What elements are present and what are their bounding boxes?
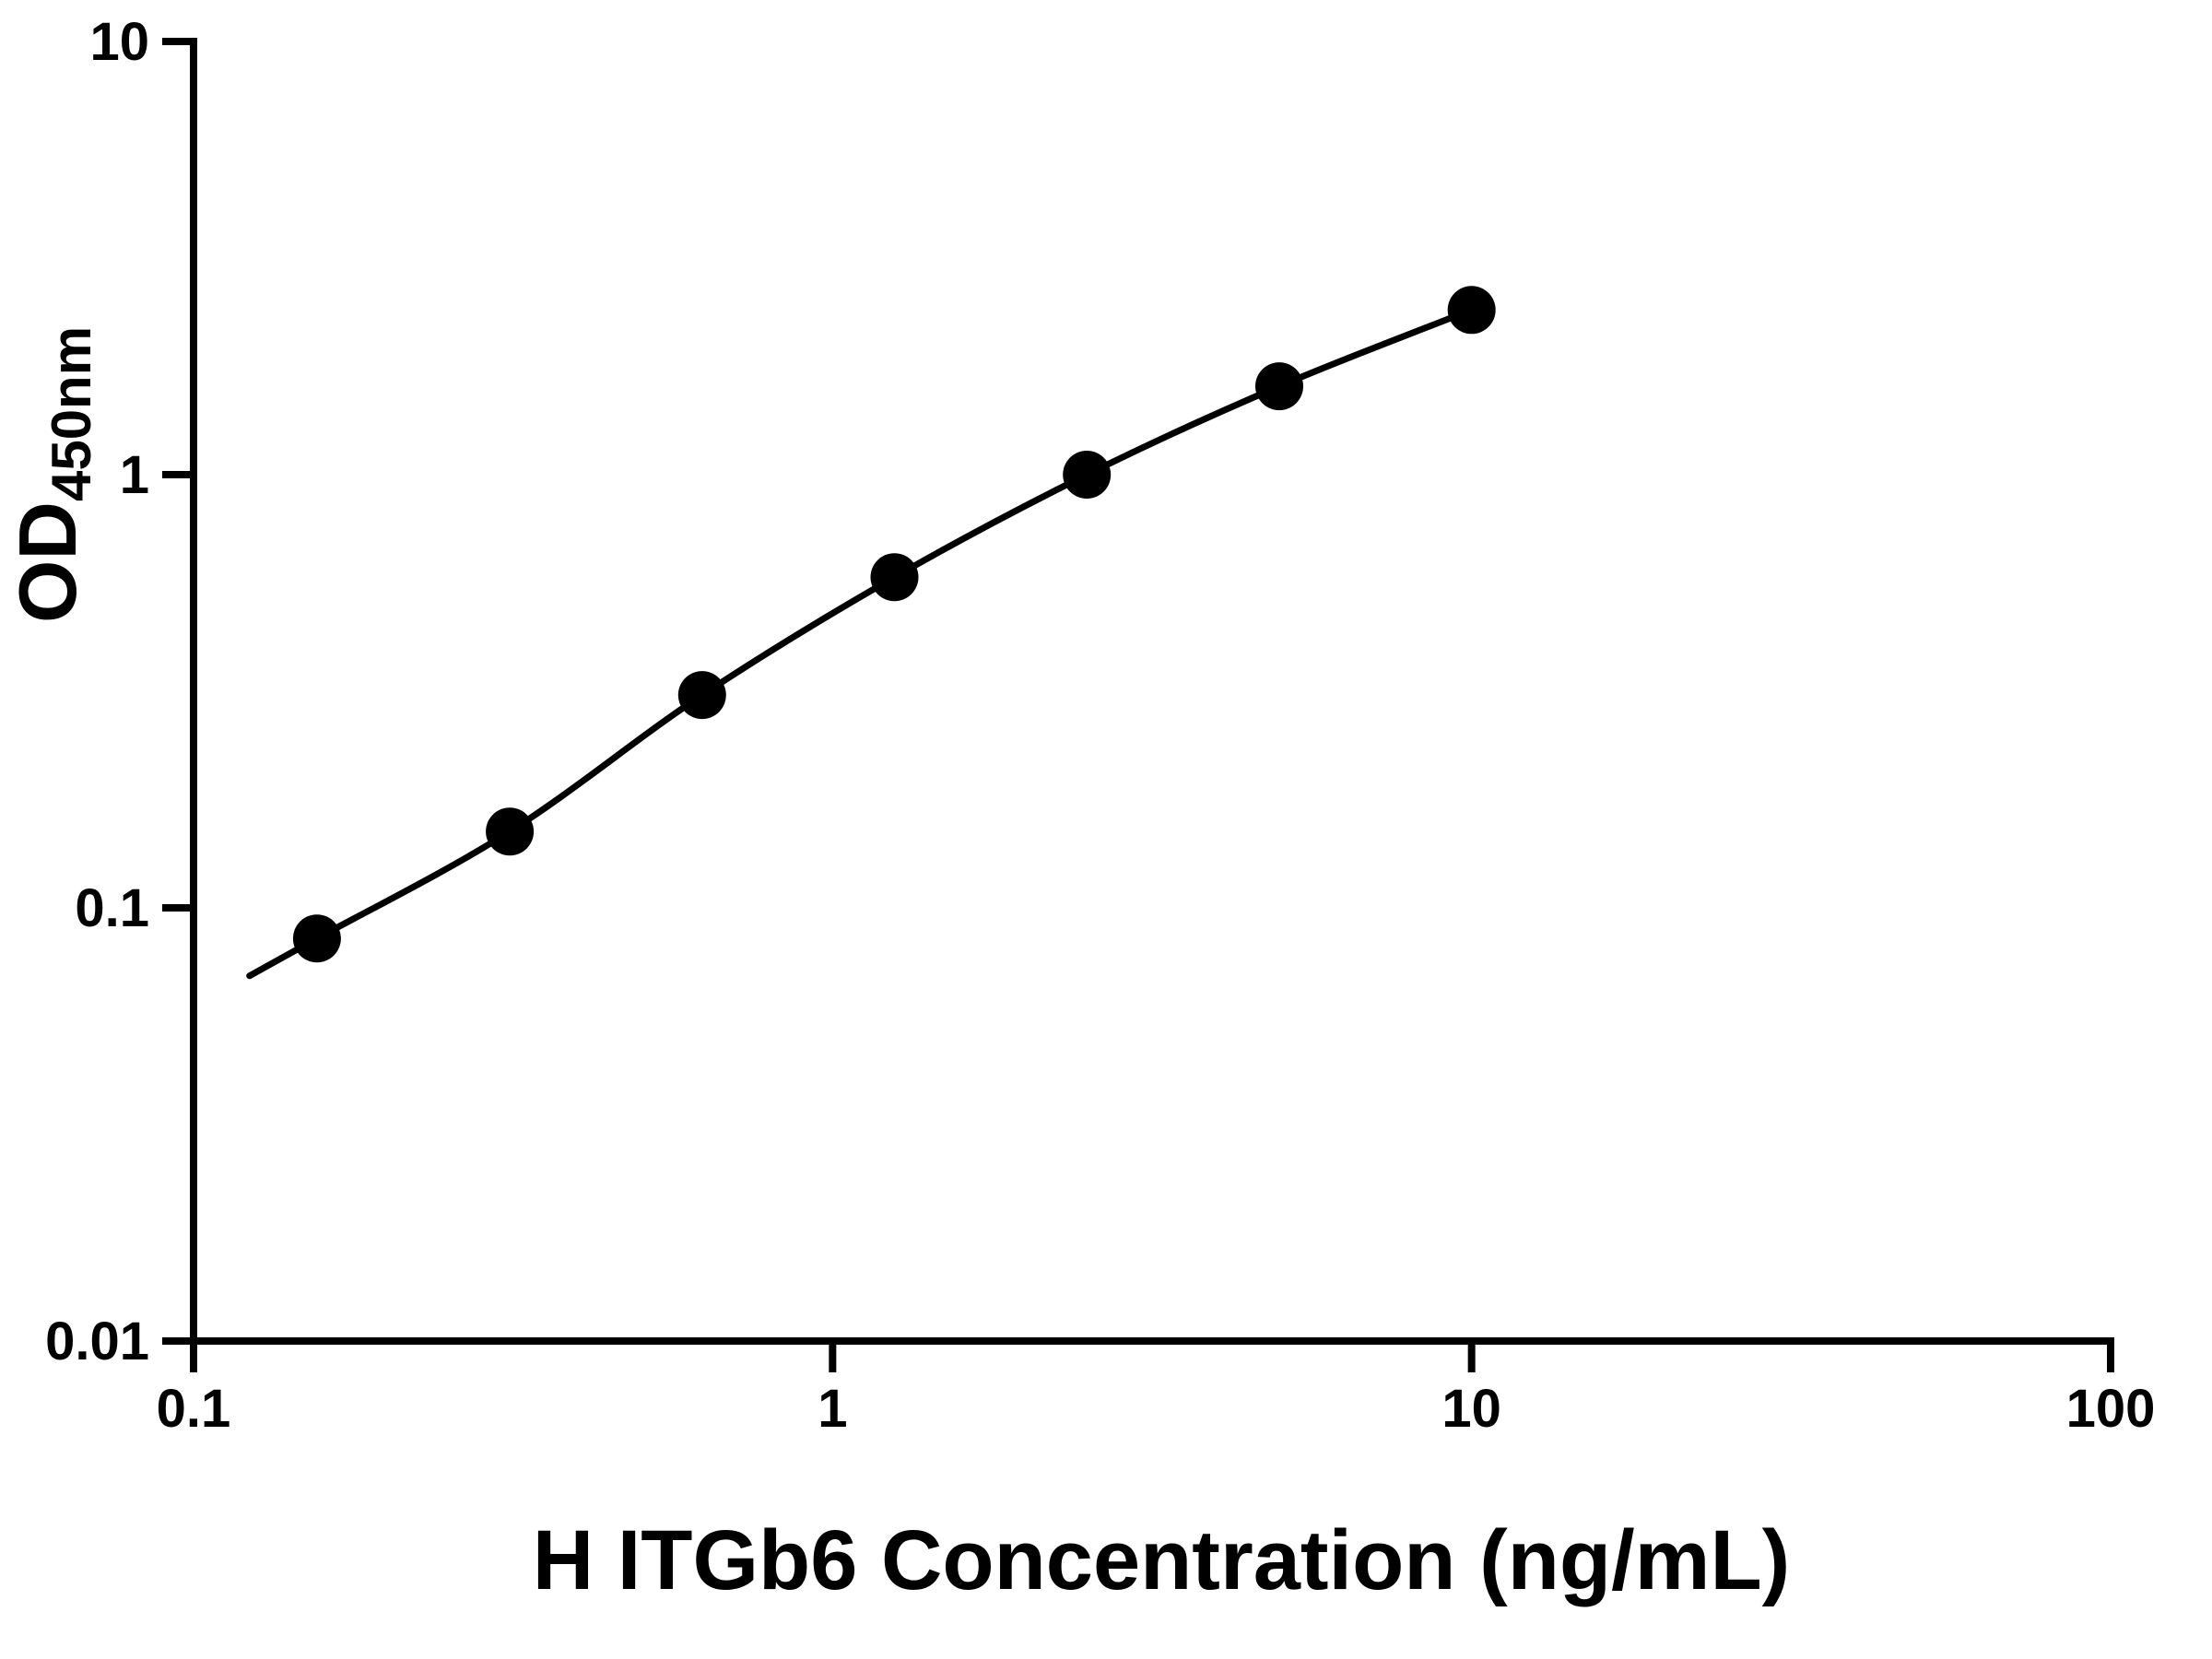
y-axis-title-main: OD — [2, 501, 93, 623]
data-point-marker — [292, 914, 341, 963]
y-axis-tick-label: 10 — [89, 12, 149, 72]
x-axis-title: H ITGb6 Concentration (ng/mL) — [533, 1513, 1791, 1607]
y-axis-tick-label: 1 — [120, 445, 149, 505]
data-point-marker — [1447, 286, 1496, 335]
data-point-marker — [1255, 362, 1303, 411]
data-point-marker — [1063, 451, 1112, 499]
y-axis-title: OD450nm — [2, 326, 102, 623]
data-point-marker — [870, 553, 919, 602]
x-axis-tick-label: 10 — [1441, 1379, 1501, 1439]
y-axis-title-subscript: 450nm — [41, 326, 102, 501]
data-point-marker — [486, 807, 535, 856]
fit-curve — [246, 306, 1476, 980]
x-axis-tick-label: 1 — [818, 1379, 847, 1439]
x-axis-tick-label: 0.1 — [157, 1379, 231, 1439]
data-point-marker — [677, 671, 726, 720]
y-axis-tick-label: 0.01 — [45, 1312, 149, 1371]
y-axis-tick-label: 0.1 — [75, 878, 149, 938]
x-axis-tick-label: 100 — [2066, 1379, 2156, 1439]
